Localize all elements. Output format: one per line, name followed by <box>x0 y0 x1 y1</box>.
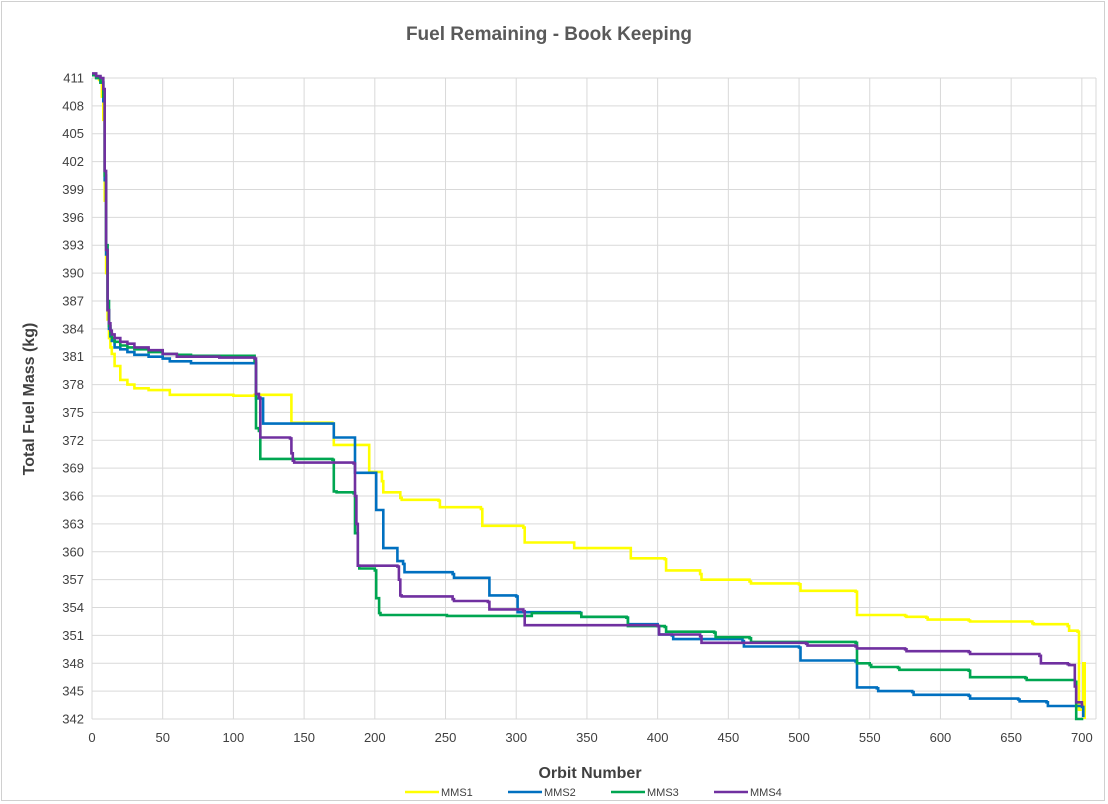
y-tick-label: 399 <box>62 182 84 197</box>
x-tick-label: 100 <box>223 730 245 745</box>
x-tick-label: 300 <box>505 730 527 745</box>
grid-lines <box>91 77 1097 720</box>
x-tick-label: 450 <box>717 730 739 745</box>
legend-label: MMS1 <box>441 787 473 799</box>
y-tick-label: 411 <box>63 71 84 86</box>
x-tick-label: 250 <box>435 730 457 745</box>
y-tick-label: 381 <box>62 349 84 364</box>
y-tick-label: 402 <box>62 154 84 169</box>
x-tick-label: 550 <box>859 730 881 745</box>
y-tick-label: 405 <box>62 126 84 141</box>
x-axis-title: Orbit Number <box>538 765 641 782</box>
legend-label: MMS2 <box>544 787 576 799</box>
x-tick-label: 650 <box>1000 730 1022 745</box>
x-tick-label: 700 <box>1071 730 1093 745</box>
y-tick-label: 393 <box>62 238 84 253</box>
series-line-mms4 <box>92 72 1084 707</box>
x-tick-label: 150 <box>293 730 315 745</box>
chart-title: Fuel Remaining - Book Keeping <box>406 24 692 45</box>
series-layer <box>92 72 1086 721</box>
x-tick-label: 500 <box>788 730 810 745</box>
y-tick-label: 342 <box>62 712 84 727</box>
y-tick-label: 375 <box>62 405 84 420</box>
y-axis-title: Total Fuel Mass (kg) <box>21 323 38 476</box>
series-line-mms2 <box>92 73 1085 718</box>
x-tick-label: 50 <box>155 730 169 745</box>
y-tick-label: 390 <box>62 266 84 281</box>
x-tick-label: 400 <box>647 730 669 745</box>
y-tick-label: 387 <box>62 293 84 308</box>
x-tick-label: 350 <box>576 730 598 745</box>
y-tick-label: 360 <box>62 544 84 559</box>
legend-label: MMS3 <box>647 787 679 799</box>
y-tick-label: 384 <box>62 321 84 336</box>
y-tick-label: 378 <box>62 377 84 392</box>
y-tick-label: 363 <box>62 516 84 531</box>
y-tick-label: 357 <box>62 572 84 587</box>
y-tick-label: 408 <box>62 98 84 113</box>
y-tick-label: 354 <box>62 600 84 615</box>
series-line-mms1 <box>92 73 1086 719</box>
x-tick-label: 200 <box>364 730 386 745</box>
y-tick-labels: 411 408 405 402 399 396 393 390 387 384 381 378 375 3… <box>62 71 84 727</box>
y-tick-label: 396 <box>62 210 84 225</box>
y-tick-label: 372 <box>62 433 84 448</box>
legend-label: MMS4 <box>750 787 782 799</box>
series-line-mms3 <box>92 73 1084 721</box>
legend: MMS1 MMS2 MMS3 MMS4 <box>405 787 782 799</box>
x-tick-label: 0 <box>88 730 95 745</box>
x-tick-labels: 0 50 100 150 200 250 300 350 400 450 500 550 600 650 7… <box>88 730 1092 745</box>
y-tick-label: 366 <box>62 489 84 504</box>
y-tick-label: 348 <box>62 656 84 671</box>
y-tick-label: 345 <box>62 684 84 699</box>
x-tick-label: 600 <box>930 730 952 745</box>
y-tick-label: 351 <box>62 628 84 643</box>
y-tick-label: 369 <box>62 461 84 476</box>
